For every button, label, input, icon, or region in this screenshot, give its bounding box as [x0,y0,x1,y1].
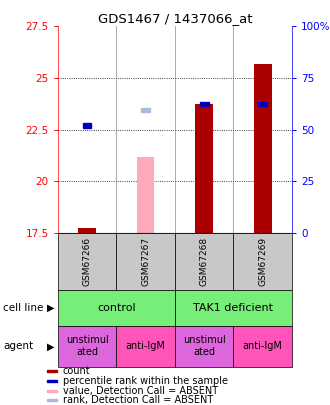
Bar [175,326,234,367]
Bar [137,158,154,233]
Text: agent: agent [3,341,33,351]
Bar [234,326,292,367]
Text: anti-IgM: anti-IgM [243,341,283,351]
Text: percentile rank within the sample: percentile rank within the sample [63,376,228,386]
Title: GDS1467 / 1437066_at: GDS1467 / 1437066_at [98,12,252,25]
Bar [234,233,292,290]
Bar [47,390,57,392]
Bar [175,233,234,290]
Text: ▶: ▶ [48,303,55,313]
Bar [254,64,272,233]
Bar [116,326,175,367]
Text: GSM67267: GSM67267 [141,237,150,286]
Text: anti-IgM: anti-IgM [126,341,166,351]
Bar [58,290,175,326]
Bar [58,326,116,367]
Bar [47,380,57,382]
Text: control: control [97,303,136,313]
Bar [47,399,57,401]
Bar [258,102,267,106]
Bar [141,108,150,112]
Bar [195,104,213,233]
Bar [58,233,116,290]
Bar [47,370,57,372]
Bar [175,290,292,326]
Text: cell line: cell line [3,303,44,313]
Text: count: count [63,367,90,376]
Text: value, Detection Call = ABSENT: value, Detection Call = ABSENT [63,386,218,396]
Text: unstimul
ated: unstimul ated [183,335,226,357]
Text: GSM67269: GSM67269 [258,237,267,286]
Bar [116,233,175,290]
Bar [78,228,96,233]
Text: ▶: ▶ [48,341,55,351]
Text: unstimul
ated: unstimul ated [66,335,109,357]
Text: GSM67268: GSM67268 [200,237,209,286]
Text: GSM67266: GSM67266 [82,237,91,286]
Bar [82,123,91,128]
Text: rank, Detection Call = ABSENT: rank, Detection Call = ABSENT [63,395,213,405]
Text: TAK1 deficient: TAK1 deficient [193,303,274,313]
Bar [200,102,209,106]
